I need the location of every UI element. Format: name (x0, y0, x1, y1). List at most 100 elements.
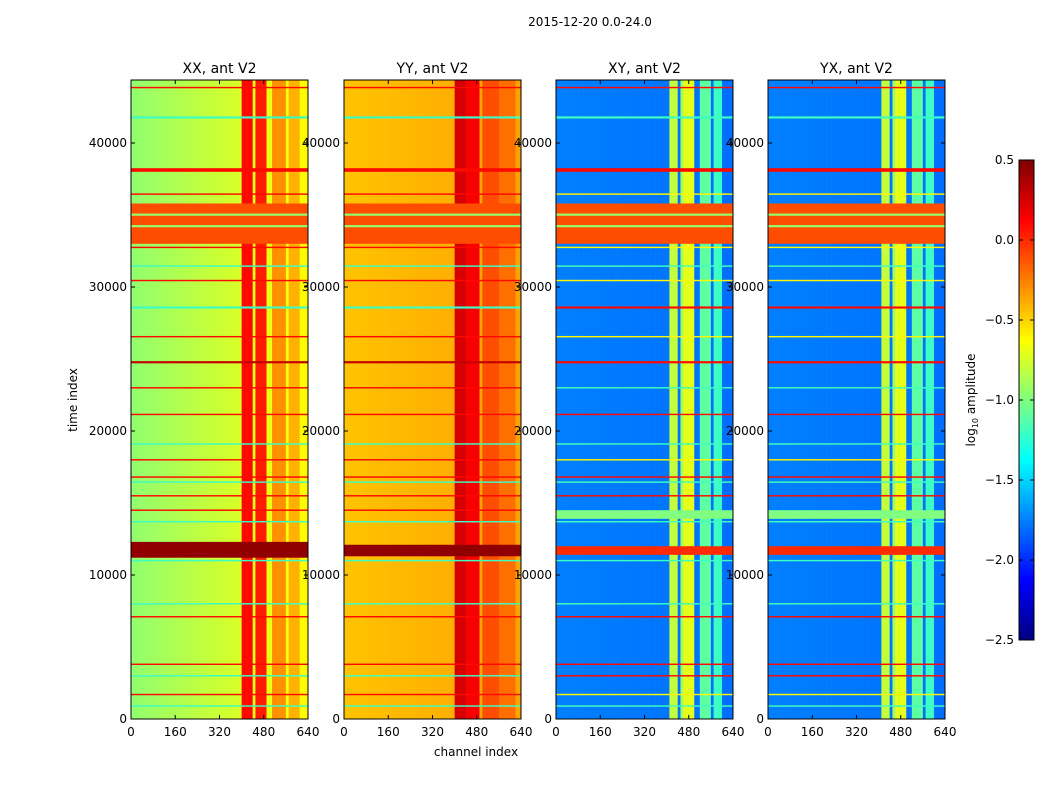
heatmap-column (515, 80, 519, 719)
heatmap-column (247, 80, 251, 719)
colorbar-segment (1019, 292, 1034, 297)
heatmap-column (884, 80, 888, 719)
heatmap-column (142, 80, 146, 719)
heatmap-column (368, 80, 372, 719)
heatmap-column (578, 80, 582, 719)
heatmap-column (803, 80, 808, 719)
heatmap-column (556, 80, 560, 719)
heatmap-column (349, 80, 353, 719)
panel-title: XX, ant V2 (183, 61, 257, 77)
heatmap-column (663, 80, 667, 719)
colorbar-segment (1019, 540, 1034, 545)
heatmap-stripe (131, 387, 308, 389)
heatmap-column (496, 80, 500, 719)
colorbar-segment (1019, 212, 1034, 217)
heatmap-column (790, 80, 794, 719)
heatmap-stripe (768, 603, 945, 605)
heatmap-column (688, 80, 692, 719)
heatmap-column (672, 80, 676, 719)
heatmap-stripe (768, 335, 945, 338)
heatmap-column (864, 80, 868, 719)
colorbar-segment (1019, 628, 1034, 633)
heatmap-stripe (131, 246, 308, 249)
colorbar-segment (1019, 336, 1034, 341)
heatmap-column (305, 80, 309, 719)
colorbar-segment (1019, 380, 1034, 385)
y-tick-label: 30000 (302, 280, 340, 294)
heatmap-column (222, 80, 226, 719)
colorbar-segment (1019, 512, 1034, 517)
heatmap-stripe (131, 603, 308, 605)
heatmap-stripe (768, 246, 945, 249)
heatmap-column (238, 80, 242, 719)
colorbar-segment (1019, 404, 1034, 409)
heatmap-stripe (556, 193, 733, 195)
heatmap-column (781, 80, 785, 719)
heatmap-stripe (131, 413, 308, 416)
colorbar-segment (1019, 168, 1034, 173)
heatmap-column (572, 80, 576, 719)
heatmap-column (567, 80, 571, 719)
heatmap-column (644, 80, 648, 719)
heatmap-column (697, 80, 701, 719)
heatmap-stripe (556, 510, 733, 519)
heatmap-column (600, 80, 604, 719)
y-tick-label: 40000 (302, 136, 340, 150)
heatmap-column (881, 80, 885, 719)
heatmap-column (180, 80, 184, 719)
heatmap-column (155, 80, 159, 719)
heatmap-column (432, 80, 436, 719)
heatmap-column (274, 80, 278, 719)
colorbar-segment (1019, 220, 1034, 225)
heatmap-column (421, 80, 425, 719)
heatmap-column (147, 80, 151, 719)
colorbar-segment (1019, 520, 1034, 525)
heatmap-stripe (556, 203, 733, 244)
colorbar-label-subscript: 10 (971, 418, 980, 428)
heatmap-column (285, 80, 289, 719)
y-tick-label: 20000 (89, 424, 127, 438)
heatmap-column (197, 80, 201, 719)
heatmap-column (175, 80, 179, 719)
colorbar-segment (1019, 436, 1034, 441)
heatmap-column (730, 80, 734, 719)
heatmap-column (344, 80, 348, 719)
heatmap-column (471, 80, 475, 719)
colorbar-segment (1019, 304, 1034, 309)
heatmap-stripe (344, 413, 521, 416)
heatmap-stripe (768, 459, 945, 461)
heatmap-column (856, 80, 860, 719)
colorbar-segment (1019, 204, 1034, 209)
colorbar-segment (1019, 160, 1034, 165)
colorbar-segment (1019, 432, 1034, 437)
heatmap-column (396, 80, 400, 719)
y-tick-label: 0 (756, 712, 764, 726)
heatmap-stripe (131, 459, 308, 461)
colorbar-segment (1019, 272, 1034, 277)
x-axis-label: channel index (434, 745, 518, 759)
heatmap-column (374, 80, 378, 719)
heatmap-column (413, 80, 417, 719)
heatmap-stripe (131, 509, 308, 511)
heatmap-column (501, 80, 505, 719)
heatmap-stripe (768, 495, 945, 497)
heatmap-column (630, 80, 634, 719)
colorbar-segment (1019, 236, 1034, 241)
heatmap-column (410, 80, 414, 719)
heatmap-column (272, 80, 276, 719)
heatmap-column (391, 80, 395, 719)
heatmap-column (867, 80, 871, 719)
heatmap-column (641, 80, 645, 719)
heatmap-column (903, 80, 907, 719)
heatmap-column (569, 80, 573, 719)
heatmap-stripe (344, 559, 521, 562)
heatmap-stripe (768, 193, 945, 195)
colorbar-segment (1019, 180, 1034, 185)
colorbar-segment (1019, 500, 1034, 505)
y-tick-label: 10000 (514, 568, 552, 582)
heatmap-stripe (556, 335, 733, 338)
heatmap-column (900, 80, 904, 719)
heatmap-stripe (768, 116, 945, 119)
heatmap-column (589, 80, 593, 719)
heatmap-column (586, 80, 590, 719)
